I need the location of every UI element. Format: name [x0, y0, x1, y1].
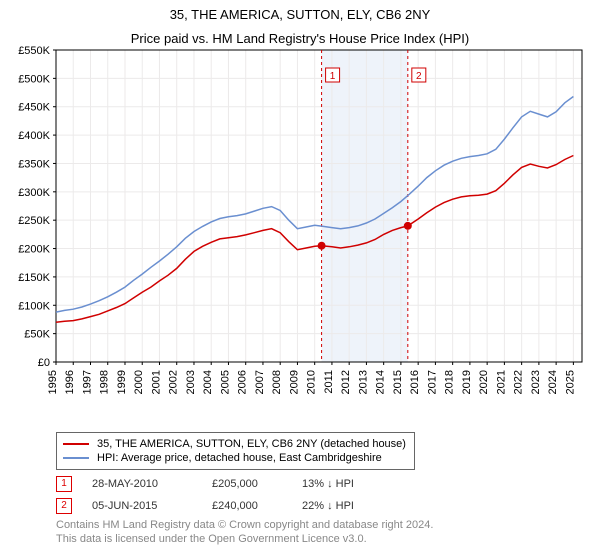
legend-item: HPI: Average price, detached house, East… [63, 451, 406, 465]
svg-text:2019: 2019 [461, 370, 473, 394]
svg-text:1998: 1998 [99, 370, 111, 394]
fineprint-line: Contains HM Land Registry data © Crown c… [56, 518, 433, 532]
svg-text:2008: 2008 [271, 370, 283, 394]
fineprint-line: This data is licensed under the Open Gov… [56, 532, 433, 546]
legend: 35, THE AMERICA, SUTTON, ELY, CB6 2NY (d… [56, 432, 415, 470]
svg-text:£500K: £500K [18, 73, 50, 85]
legend-label: HPI: Average price, detached house, East… [97, 452, 382, 464]
svg-text:2005: 2005 [219, 370, 231, 394]
transaction-list: 1 28-MAY-2010 £205,000 13% ↓ HPI 2 05-JU… [56, 474, 392, 518]
transaction-date: 28-MAY-2010 [92, 478, 212, 490]
transaction-marker-icon: 2 [56, 498, 72, 514]
svg-text:£550K: £550K [18, 45, 50, 57]
fineprint: Contains HM Land Registry data © Crown c… [56, 518, 433, 547]
legend-swatch [63, 443, 89, 445]
svg-text:2017: 2017 [426, 370, 438, 394]
transaction-price: £240,000 [212, 500, 302, 512]
svg-text:2007: 2007 [254, 370, 266, 394]
svg-text:2015: 2015 [392, 370, 404, 394]
legend-swatch [63, 457, 89, 459]
svg-text:£450K: £450K [18, 102, 50, 114]
transaction-row: 2 05-JUN-2015 £240,000 22% ↓ HPI [56, 496, 392, 516]
legend-label: 35, THE AMERICA, SUTTON, ELY, CB6 2NY (d… [97, 438, 406, 450]
svg-text:2009: 2009 [288, 370, 300, 394]
svg-text:£100K: £100K [18, 300, 50, 312]
svg-text:£400K: £400K [18, 130, 50, 142]
svg-text:1996: 1996 [64, 370, 76, 394]
title-line-1: 35, THE AMERICA, SUTTON, ELY, CB6 2NY [0, 0, 600, 24]
svg-text:£200K: £200K [18, 244, 50, 256]
price-chart: £0 £50K £100K £150K £200K £250K £300K £350K £400… [0, 44, 600, 424]
svg-text:2006: 2006 [237, 370, 249, 394]
transaction-delta: 22% ↓ HPI [302, 500, 392, 512]
svg-text:£350K: £350K [18, 158, 50, 170]
svg-text:2001: 2001 [150, 370, 162, 394]
svg-text:2023: 2023 [530, 370, 542, 394]
transaction-marker-icon: 1 [56, 476, 72, 492]
svg-text:1999: 1999 [116, 370, 128, 394]
svg-text:2021: 2021 [495, 370, 507, 394]
svg-text:1995: 1995 [47, 370, 59, 394]
svg-text:2025: 2025 [564, 370, 576, 394]
svg-text:2000: 2000 [133, 370, 145, 394]
svg-text:2: 2 [416, 71, 422, 82]
svg-text:2010: 2010 [306, 370, 318, 394]
svg-text:1: 1 [330, 71, 336, 82]
svg-text:£0: £0 [38, 357, 50, 369]
svg-text:2012: 2012 [340, 370, 352, 394]
legend-item: 35, THE AMERICA, SUTTON, ELY, CB6 2NY (d… [63, 437, 406, 451]
svg-text:2002: 2002 [168, 370, 180, 394]
svg-text:2011: 2011 [323, 370, 335, 394]
svg-text:2024: 2024 [547, 370, 559, 394]
svg-text:2022: 2022 [513, 370, 525, 394]
svg-text:2013: 2013 [357, 370, 369, 394]
svg-text:2014: 2014 [375, 370, 387, 394]
svg-text:1997: 1997 [81, 370, 93, 394]
transaction-price: £205,000 [212, 478, 302, 490]
svg-text:£50K: £50K [24, 329, 50, 341]
svg-text:2020: 2020 [478, 370, 490, 394]
svg-text:2018: 2018 [444, 370, 456, 394]
transaction-row: 1 28-MAY-2010 £205,000 13% ↓ HPI [56, 474, 392, 494]
svg-text:2016: 2016 [409, 370, 421, 394]
transaction-delta: 13% ↓ HPI [302, 478, 392, 490]
transaction-date: 05-JUN-2015 [92, 500, 212, 512]
svg-text:£150K: £150K [18, 272, 50, 284]
svg-text:£250K: £250K [18, 215, 50, 227]
svg-text:£300K: £300K [18, 187, 50, 199]
svg-text:2004: 2004 [202, 370, 214, 394]
svg-text:2003: 2003 [185, 370, 197, 394]
